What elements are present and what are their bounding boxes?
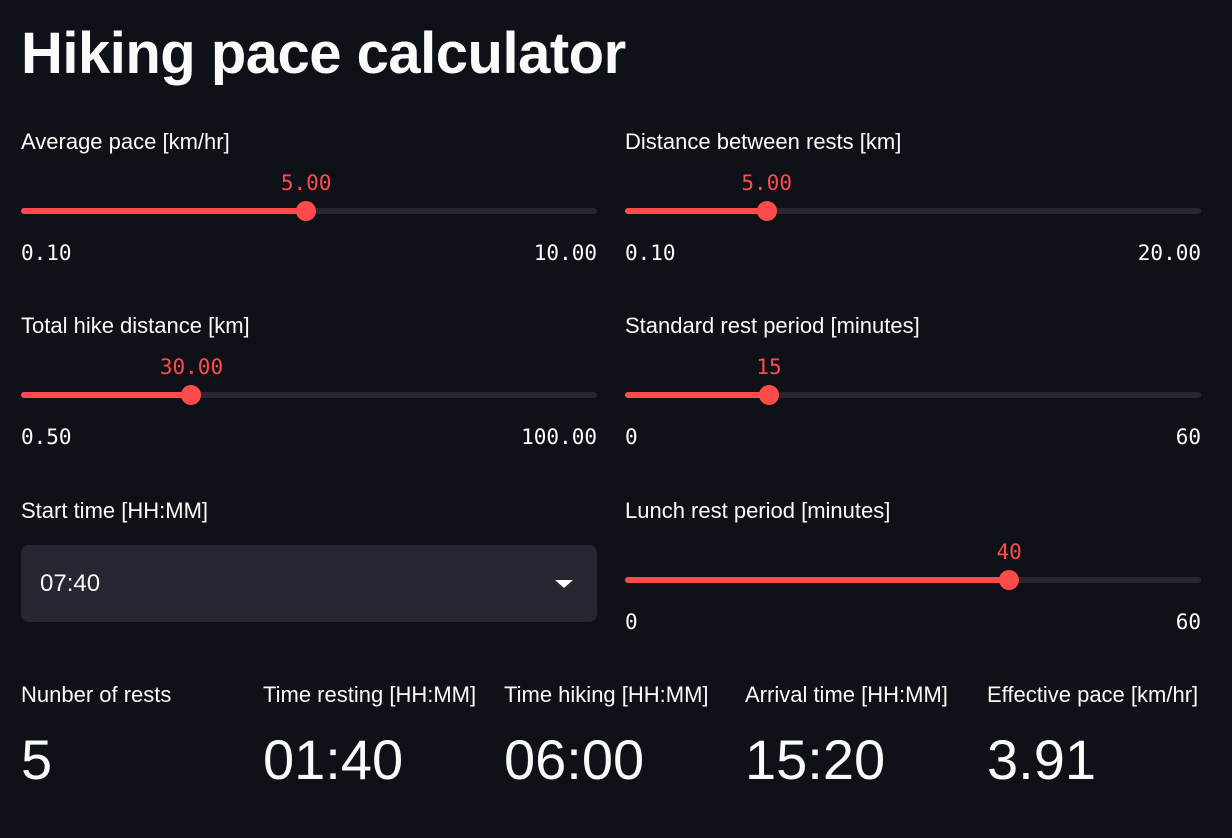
slider-thumb[interactable] xyxy=(296,201,317,221)
slider-current-value: 30.00 xyxy=(159,355,224,379)
metric-arrival-time: Arrival time [HH:MM] 15:20 xyxy=(745,681,960,801)
slider-fill xyxy=(625,577,1010,583)
slider-label: Lunch rest period [minutes] xyxy=(625,498,891,523)
slider-average-pace: Average pace [km/hr] 5.00 0.10 10.00 xyxy=(21,128,597,268)
slider-min-label: 0.10 xyxy=(21,241,72,265)
slider-min-label: 0.50 xyxy=(21,425,72,449)
slider-fill xyxy=(21,392,192,398)
selected-value: 07:40 xyxy=(40,570,101,597)
metric-value: 3.91 xyxy=(987,728,1096,791)
metric-label: Time resting [HH:MM] xyxy=(263,682,477,707)
slider-distance-between-rests: Distance between rests [km] 5.00 0.10 20… xyxy=(625,128,1201,268)
metric-value: 06:00 xyxy=(504,728,645,791)
metric-label: Time hiking [HH:MM] xyxy=(504,682,709,707)
metric-value: 01:40 xyxy=(263,728,404,791)
metric-value: 5 xyxy=(21,728,53,791)
slider-track[interactable] xyxy=(21,201,597,221)
slider-max-label: 10.00 xyxy=(533,241,597,265)
metric-label: Effective pace [km/hr] xyxy=(987,682,1199,707)
select-label: Start time [HH:MM] xyxy=(21,498,209,523)
slider-thumb[interactable] xyxy=(181,385,202,405)
slider-current-value: 40 xyxy=(996,540,1022,564)
metric-time-hiking: Time hiking [HH:MM] 06:00 xyxy=(504,681,719,801)
slider-fill xyxy=(625,208,767,214)
slider-total-hike-distance: Total hike distance [km] 30.00 0.50 100.… xyxy=(21,312,597,452)
slider-track[interactable] xyxy=(625,201,1201,221)
page-title: Hiking pace calculator xyxy=(21,21,626,86)
slider-current-value: 5.00 xyxy=(741,171,792,195)
start-time-select[interactable]: 07:40 xyxy=(21,545,597,622)
metric-effective-pace: Effective pace [km/hr] 3.91 xyxy=(987,681,1202,801)
slider-label: Average pace [km/hr] xyxy=(21,129,230,154)
slider-fill xyxy=(625,392,769,398)
start-time-select-widget: Start time [HH:MM] 07:40 xyxy=(21,497,597,627)
slider-min-label: 0 xyxy=(625,610,638,634)
slider-standard-rest-period: Standard rest period [minutes] 15 0 60 xyxy=(625,312,1201,452)
slider-thumb[interactable] xyxy=(999,570,1020,590)
metric-label: Nunber of rests xyxy=(21,682,172,707)
slider-track[interactable] xyxy=(625,385,1201,405)
slider-thumb[interactable] xyxy=(756,201,777,221)
metric-label: Arrival time [HH:MM] xyxy=(745,682,948,707)
slider-lunch-rest-period: Lunch rest period [minutes] 40 0 60 xyxy=(625,497,1201,637)
slider-label: Total hike distance [km] xyxy=(21,313,250,338)
slider-label: Standard rest period [minutes] xyxy=(625,313,920,338)
slider-max-label: 60 xyxy=(1175,425,1201,449)
metric-time-resting: Time resting [HH:MM] 01:40 xyxy=(263,681,478,801)
metric-number-of-rests: Nunber of rests 5 xyxy=(21,681,236,801)
slider-max-label: 100.00 xyxy=(521,425,597,449)
slider-current-value: 15 xyxy=(756,355,782,379)
slider-thumb[interactable] xyxy=(759,385,779,405)
slider-max-label: 20.00 xyxy=(1137,241,1201,265)
slider-fill xyxy=(21,208,307,214)
slider-track[interactable] xyxy=(21,385,597,405)
slider-max-label: 60 xyxy=(1175,610,1201,634)
slider-current-value: 5.00 xyxy=(280,171,332,195)
metric-value: 15:20 xyxy=(745,728,886,791)
slider-label: Distance between rests [km] xyxy=(625,129,902,154)
slider-min-label: 0.10 xyxy=(625,241,676,265)
slider-min-label: 0 xyxy=(625,425,638,449)
chevron-down-icon[interactable] xyxy=(555,580,573,588)
slider-track[interactable] xyxy=(625,570,1201,590)
